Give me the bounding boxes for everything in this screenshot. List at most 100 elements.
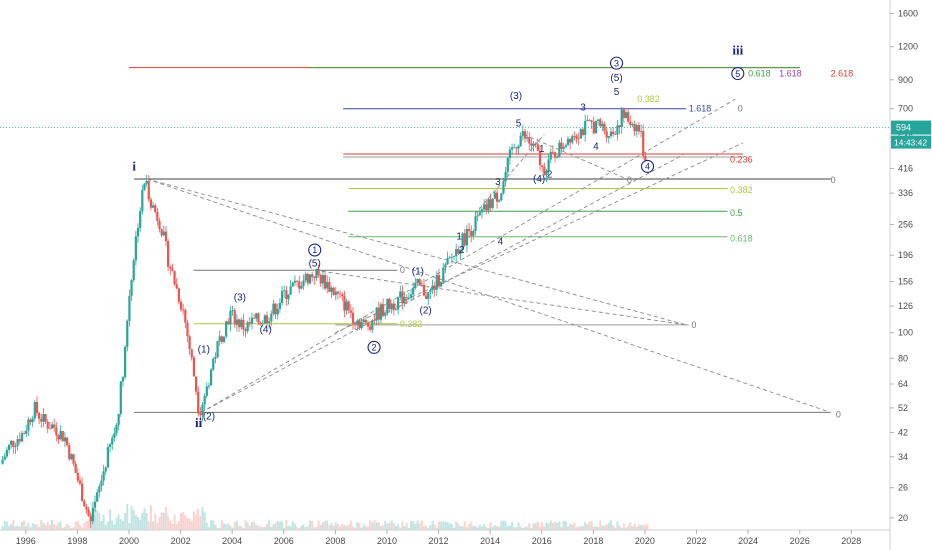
- volume-bar: [382, 525, 385, 530]
- candle-body: [212, 358, 215, 370]
- volume-bar: [586, 524, 589, 530]
- volume-bar: [543, 526, 546, 530]
- candle-body: [285, 290, 288, 299]
- candle-body: [435, 275, 438, 290]
- candle-body: [10, 440, 13, 445]
- wave-label: 2: [459, 245, 465, 256]
- candle-body: [493, 192, 496, 199]
- volume-bar: [160, 512, 163, 530]
- y-tick-label: 42: [898, 427, 908, 437]
- candle-body: [115, 424, 118, 434]
- volume-bar: [74, 521, 77, 530]
- volume-bar: [326, 520, 329, 530]
- candle-body: [12, 440, 15, 448]
- y-tick-label: 100: [898, 328, 913, 338]
- volume-bar: [308, 520, 311, 530]
- volume-bar: [278, 521, 281, 530]
- volume-bar: [364, 526, 367, 530]
- candle-body: [102, 471, 105, 481]
- candle-body: [394, 309, 398, 311]
- fib-label: 2.618: [831, 69, 854, 79]
- circle-outline: [308, 243, 322, 257]
- volume-bar: [152, 521, 155, 530]
- volume-bar: [12, 520, 15, 530]
- candle-body: [83, 501, 86, 507]
- candle-body: [298, 281, 301, 289]
- volume-bar: [192, 511, 195, 530]
- volume-bar: [425, 525, 428, 530]
- volume-bar: [485, 526, 488, 530]
- candle-body: [50, 424, 54, 429]
- candle-body: [257, 313, 260, 323]
- candle-body: [431, 285, 434, 291]
- candle-body: [319, 274, 322, 284]
- candle-body: [70, 454, 73, 460]
- volume-bar: [132, 510, 135, 530]
- candle-body: [250, 317, 254, 324]
- candle-body: [274, 303, 277, 315]
- wave-label: 3: [495, 177, 501, 188]
- candle-body: [498, 200, 501, 202]
- volume-bar: [268, 520, 271, 530]
- fib-label: 1.618: [779, 69, 802, 79]
- candle-body: [422, 284, 426, 296]
- volume-bar: [117, 514, 120, 530]
- volume-bar: [190, 520, 193, 530]
- candle-body: [173, 271, 176, 285]
- fib-label: 0.5: [730, 208, 743, 218]
- candle-body: [63, 437, 67, 442]
- candle-body: [42, 414, 45, 422]
- volume-bar: [388, 522, 391, 530]
- candle-body: [560, 142, 563, 149]
- candle-body: [586, 120, 589, 122]
- circled-number: 1: [312, 245, 317, 255]
- fib-label: 0: [627, 175, 632, 185]
- volume-bar: [511, 521, 514, 530]
- candle-body: [513, 147, 516, 149]
- candle-body: [409, 294, 413, 298]
- candle-body: [532, 143, 535, 146]
- volume-bar: [203, 512, 206, 530]
- candle-body: [270, 313, 273, 322]
- candle-body: [373, 320, 376, 321]
- volume-bar: [328, 525, 331, 530]
- volume-bar: [377, 522, 380, 530]
- volume-bar: [530, 527, 533, 530]
- volume-bar: [480, 526, 483, 530]
- candle-body: [470, 231, 473, 236]
- wave-label: (2): [420, 306, 432, 317]
- volume-bar: [498, 526, 501, 530]
- volume-bar: [582, 525, 585, 530]
- candle-body: [186, 322, 189, 337]
- volume-bar: [98, 512, 101, 530]
- volume-bar: [422, 526, 425, 530]
- volume-bar: [214, 524, 217, 530]
- candle-body: [463, 233, 466, 246]
- volume-bar: [106, 521, 109, 530]
- volume-bar: [418, 523, 421, 530]
- candle-body: [336, 291, 340, 294]
- volume-bar: [317, 520, 320, 530]
- candle-body: [229, 310, 232, 325]
- volume-bar: [371, 522, 374, 530]
- wave-label: (2): [203, 412, 215, 423]
- volume-bar: [491, 526, 494, 530]
- candle-body: [108, 444, 112, 448]
- volume-bar: [351, 526, 354, 530]
- candle-body: [139, 211, 142, 228]
- volume-bar: [569, 523, 572, 530]
- volume-bar: [605, 524, 608, 530]
- volume-bar: [63, 526, 66, 530]
- candle-body: [126, 320, 129, 348]
- volume-bar: [10, 524, 13, 530]
- wave-label: (3): [510, 91, 522, 102]
- candle-body: [375, 307, 378, 321]
- volume-bar: [321, 522, 324, 530]
- volume-bar: [459, 526, 462, 530]
- wave-label: ii: [195, 415, 203, 430]
- volume-bar: [20, 521, 23, 530]
- candle-body: [253, 317, 256, 319]
- volume-bar: [169, 520, 172, 530]
